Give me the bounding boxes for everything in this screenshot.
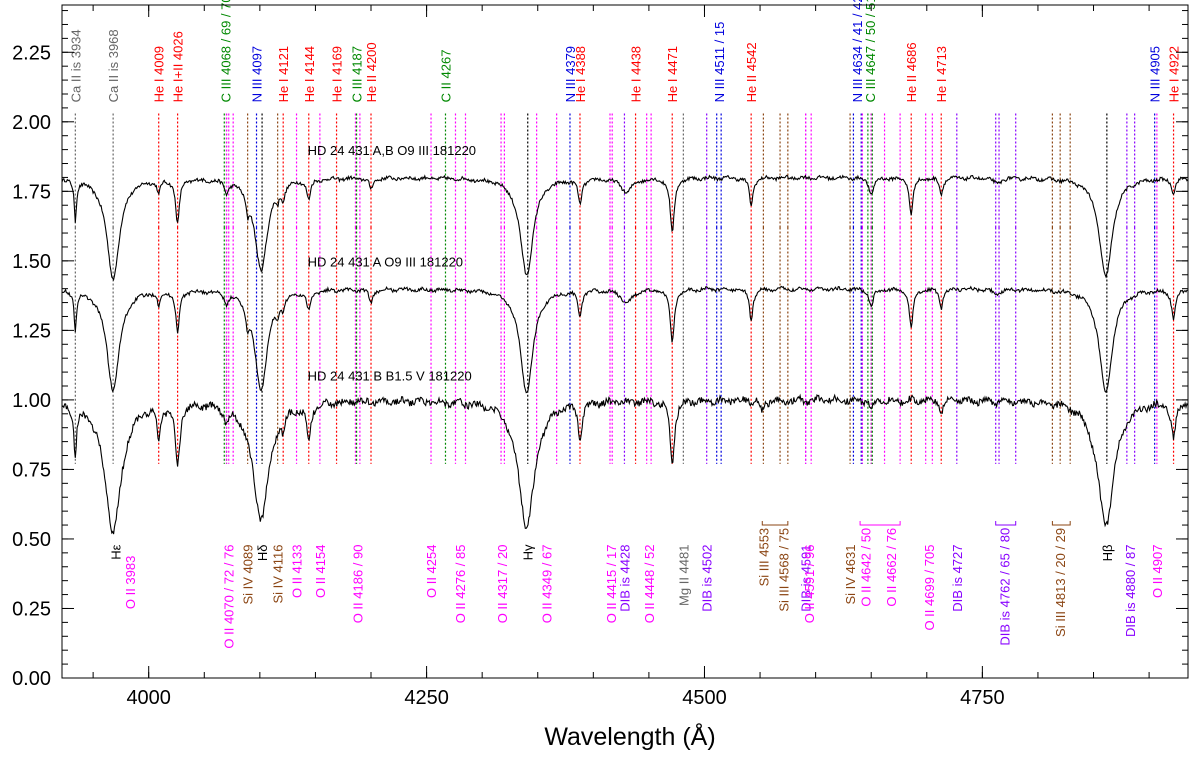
- top-label-5: N III 4097: [250, 46, 265, 102]
- y-tick-label-6: 1.50: [12, 251, 51, 273]
- bottom-label-18: DIB is 4502: [700, 545, 715, 612]
- bottom-label-10: O II 4276 / 85: [453, 545, 468, 624]
- bottom-label-23: Si IV 4631: [843, 545, 858, 605]
- x-tick-label-2: 4500: [682, 687, 727, 709]
- bottom-label-19: Si III 4553: [756, 528, 771, 587]
- spectrum-line-0: [62, 174, 1188, 282]
- top-label-21: He I 4713: [934, 46, 949, 102]
- top-label-15: He I 4471: [665, 46, 680, 102]
- bottom-label-4: Hδ: [255, 545, 270, 562]
- top-label-11: C II 4267: [438, 50, 453, 103]
- top-label-0: Ca II is 3934: [68, 29, 83, 102]
- bracket-1: [859, 521, 901, 526]
- bottom-label-9: O II 4254: [424, 545, 439, 598]
- y-tick-label-0: 0.00: [12, 668, 51, 690]
- plot-frame: [61, 4, 1189, 679]
- top-label-13: He I 4388: [573, 46, 588, 102]
- y-tick-label-8: 2.00: [12, 112, 51, 134]
- axes: 4000 4250 4500 4750 0.00 0.25 0.50 0.75 1.00 1.25…: [12, 4, 1189, 709]
- top-label-7: He I 4144: [302, 46, 317, 102]
- top-label-8: He I 4169: [330, 46, 345, 102]
- bottom-label-26: O II 4699 / 705: [922, 545, 937, 631]
- top-label-19: C III 4647 / 50 / 51: [863, 0, 878, 102]
- bottom-label-15: DIB is 4428: [617, 545, 632, 612]
- spectrum-label-2: HD 24 431 B B1.5 V 181220: [308, 368, 472, 383]
- x-axis-label: Wavelength (Å): [544, 721, 715, 751]
- spectra: HD 24 431 A,B O9 III 181220 HD 24 431 A O…: [62, 143, 1188, 535]
- bracket-0: [761, 521, 789, 526]
- spectrum-label-1: HD 24 431 A O9 III 181220: [308, 254, 463, 269]
- top-label-3: He I+II 4026: [171, 31, 186, 102]
- bottom-label-2: O II 4070 / 72 / 76: [222, 545, 237, 649]
- bottom-label-12: Hγ: [521, 544, 536, 560]
- bracket-2: [995, 521, 1017, 526]
- bottom-label-8: O II 4186 / 90: [351, 545, 366, 624]
- y-tick-label-4: 1.00: [12, 390, 51, 412]
- top-label-12: N III 4379: [563, 46, 578, 102]
- top-label-18: N III 4634 / 41 / 42: [850, 0, 865, 102]
- top-label-2: He I 4009: [152, 46, 167, 102]
- bottom-label-20: Si III 4568 / 75: [776, 528, 791, 612]
- top-label-16: N III 4511 / 15: [712, 22, 727, 103]
- y-tick-label-2: 0.50: [12, 529, 51, 551]
- bottom-label-24: O II 4642 / 50: [859, 528, 874, 607]
- bottom-label-11: O II 4317 / 20: [495, 545, 510, 624]
- spectrum-line-2: [62, 393, 1188, 535]
- bottom-label-27: DIB is 4727: [950, 545, 965, 612]
- bottom-label-3: Si IV 4089: [241, 545, 256, 605]
- bottom-label-1: O II 3983: [123, 556, 138, 609]
- top-label-1: Ca II is 3968: [106, 29, 121, 102]
- top-label-10: He II 4200: [364, 42, 379, 102]
- line-markers: [74, 113, 1175, 526]
- y-tick-label-9: 2.25: [12, 42, 51, 64]
- top-label-17: He II 4542: [744, 42, 759, 102]
- spectrum-label-0: HD 24 431 A,B O9 III 181220: [308, 143, 476, 158]
- bottom-label-32: O II 4907: [1150, 545, 1165, 598]
- bottom-label-29: Si III 4813 / 20 / 29: [1053, 528, 1068, 637]
- bottom-label-22: O II 4591 / 96: [802, 545, 817, 624]
- bottom-label-21: DIB is 4591: [799, 545, 814, 612]
- top-label-4: C III 4068 / 69 / 70: [218, 0, 233, 102]
- top-label-14: He I 4438: [629, 46, 644, 102]
- bottom-label-30: Hβ: [1100, 545, 1115, 562]
- top-label-20: He II 4686: [904, 42, 919, 102]
- spectrum-line-1: [62, 285, 1188, 394]
- bracket-3: [1051, 521, 1071, 526]
- y-tick-label-7: 1.75: [12, 181, 51, 203]
- bottom-label-31: DIB is 4880 / 87: [1123, 545, 1138, 638]
- x-tick-label-3: 4750: [960, 687, 1005, 709]
- bottom-label-17: Mg II 4481: [676, 545, 691, 606]
- bottom-label-5: Si IV 4116: [271, 545, 286, 604]
- y-tick-label-5: 1.25: [12, 320, 51, 342]
- top-label-9: C III 4187: [350, 46, 365, 102]
- x-tick-label-1: 4250: [404, 687, 449, 709]
- bottom-label-7: O II 4154: [313, 545, 328, 598]
- line-labels: Ca II is 3934 Ca II is 3968 He I 4009 He I+…: [68, 0, 1181, 649]
- top-label-23: He I 4922: [1167, 46, 1182, 102]
- bottom-label-13: O II 4349 / 67: [540, 545, 555, 624]
- bottom-label-28: DIB is 4762 / 65 / 80: [998, 528, 1013, 646]
- bottom-label-25: O II 4662 / 76: [884, 528, 899, 607]
- bottom-label-0: Hε: [108, 544, 123, 559]
- x-tick-label-0: 4000: [126, 687, 171, 709]
- bottom-label-6: O II 4133: [290, 545, 305, 598]
- bottom-label-14: O II 4415 / 17: [604, 545, 619, 624]
- top-label-6: He I 4121: [276, 46, 291, 102]
- y-tick-label-3: 0.75: [12, 459, 51, 481]
- top-label-22: N III 4905: [1148, 46, 1163, 102]
- bottom-label-16: O II 4448 / 52: [642, 545, 657, 624]
- y-tick-label-1: 0.25: [12, 598, 51, 620]
